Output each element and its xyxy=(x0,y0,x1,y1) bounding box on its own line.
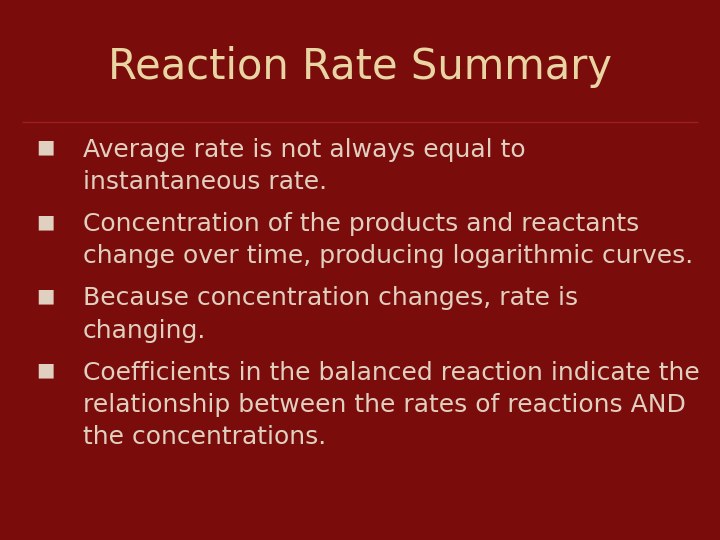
Text: Reaction Rate Summary: Reaction Rate Summary xyxy=(108,46,612,89)
Text: Because concentration changes, rate is: Because concentration changes, rate is xyxy=(83,286,578,310)
Text: Coefficients in the balanced reaction indicate the: Coefficients in the balanced reaction in… xyxy=(83,361,700,385)
Text: instantaneous rate.: instantaneous rate. xyxy=(83,170,327,194)
Text: ■: ■ xyxy=(36,212,55,231)
Text: the concentrations.: the concentrations. xyxy=(83,426,326,449)
Text: Average rate is not always equal to: Average rate is not always equal to xyxy=(83,138,526,161)
Text: relationship between the rates of reactions AND: relationship between the rates of reacti… xyxy=(83,393,685,417)
Text: Concentration of the products and reactants: Concentration of the products and reacta… xyxy=(83,212,639,236)
Text: change over time, producing logarithmic curves.: change over time, producing logarithmic … xyxy=(83,245,693,268)
Text: ■: ■ xyxy=(36,138,55,157)
Text: ■: ■ xyxy=(36,286,55,306)
Text: ■: ■ xyxy=(36,361,55,380)
Text: changing.: changing. xyxy=(83,319,206,343)
